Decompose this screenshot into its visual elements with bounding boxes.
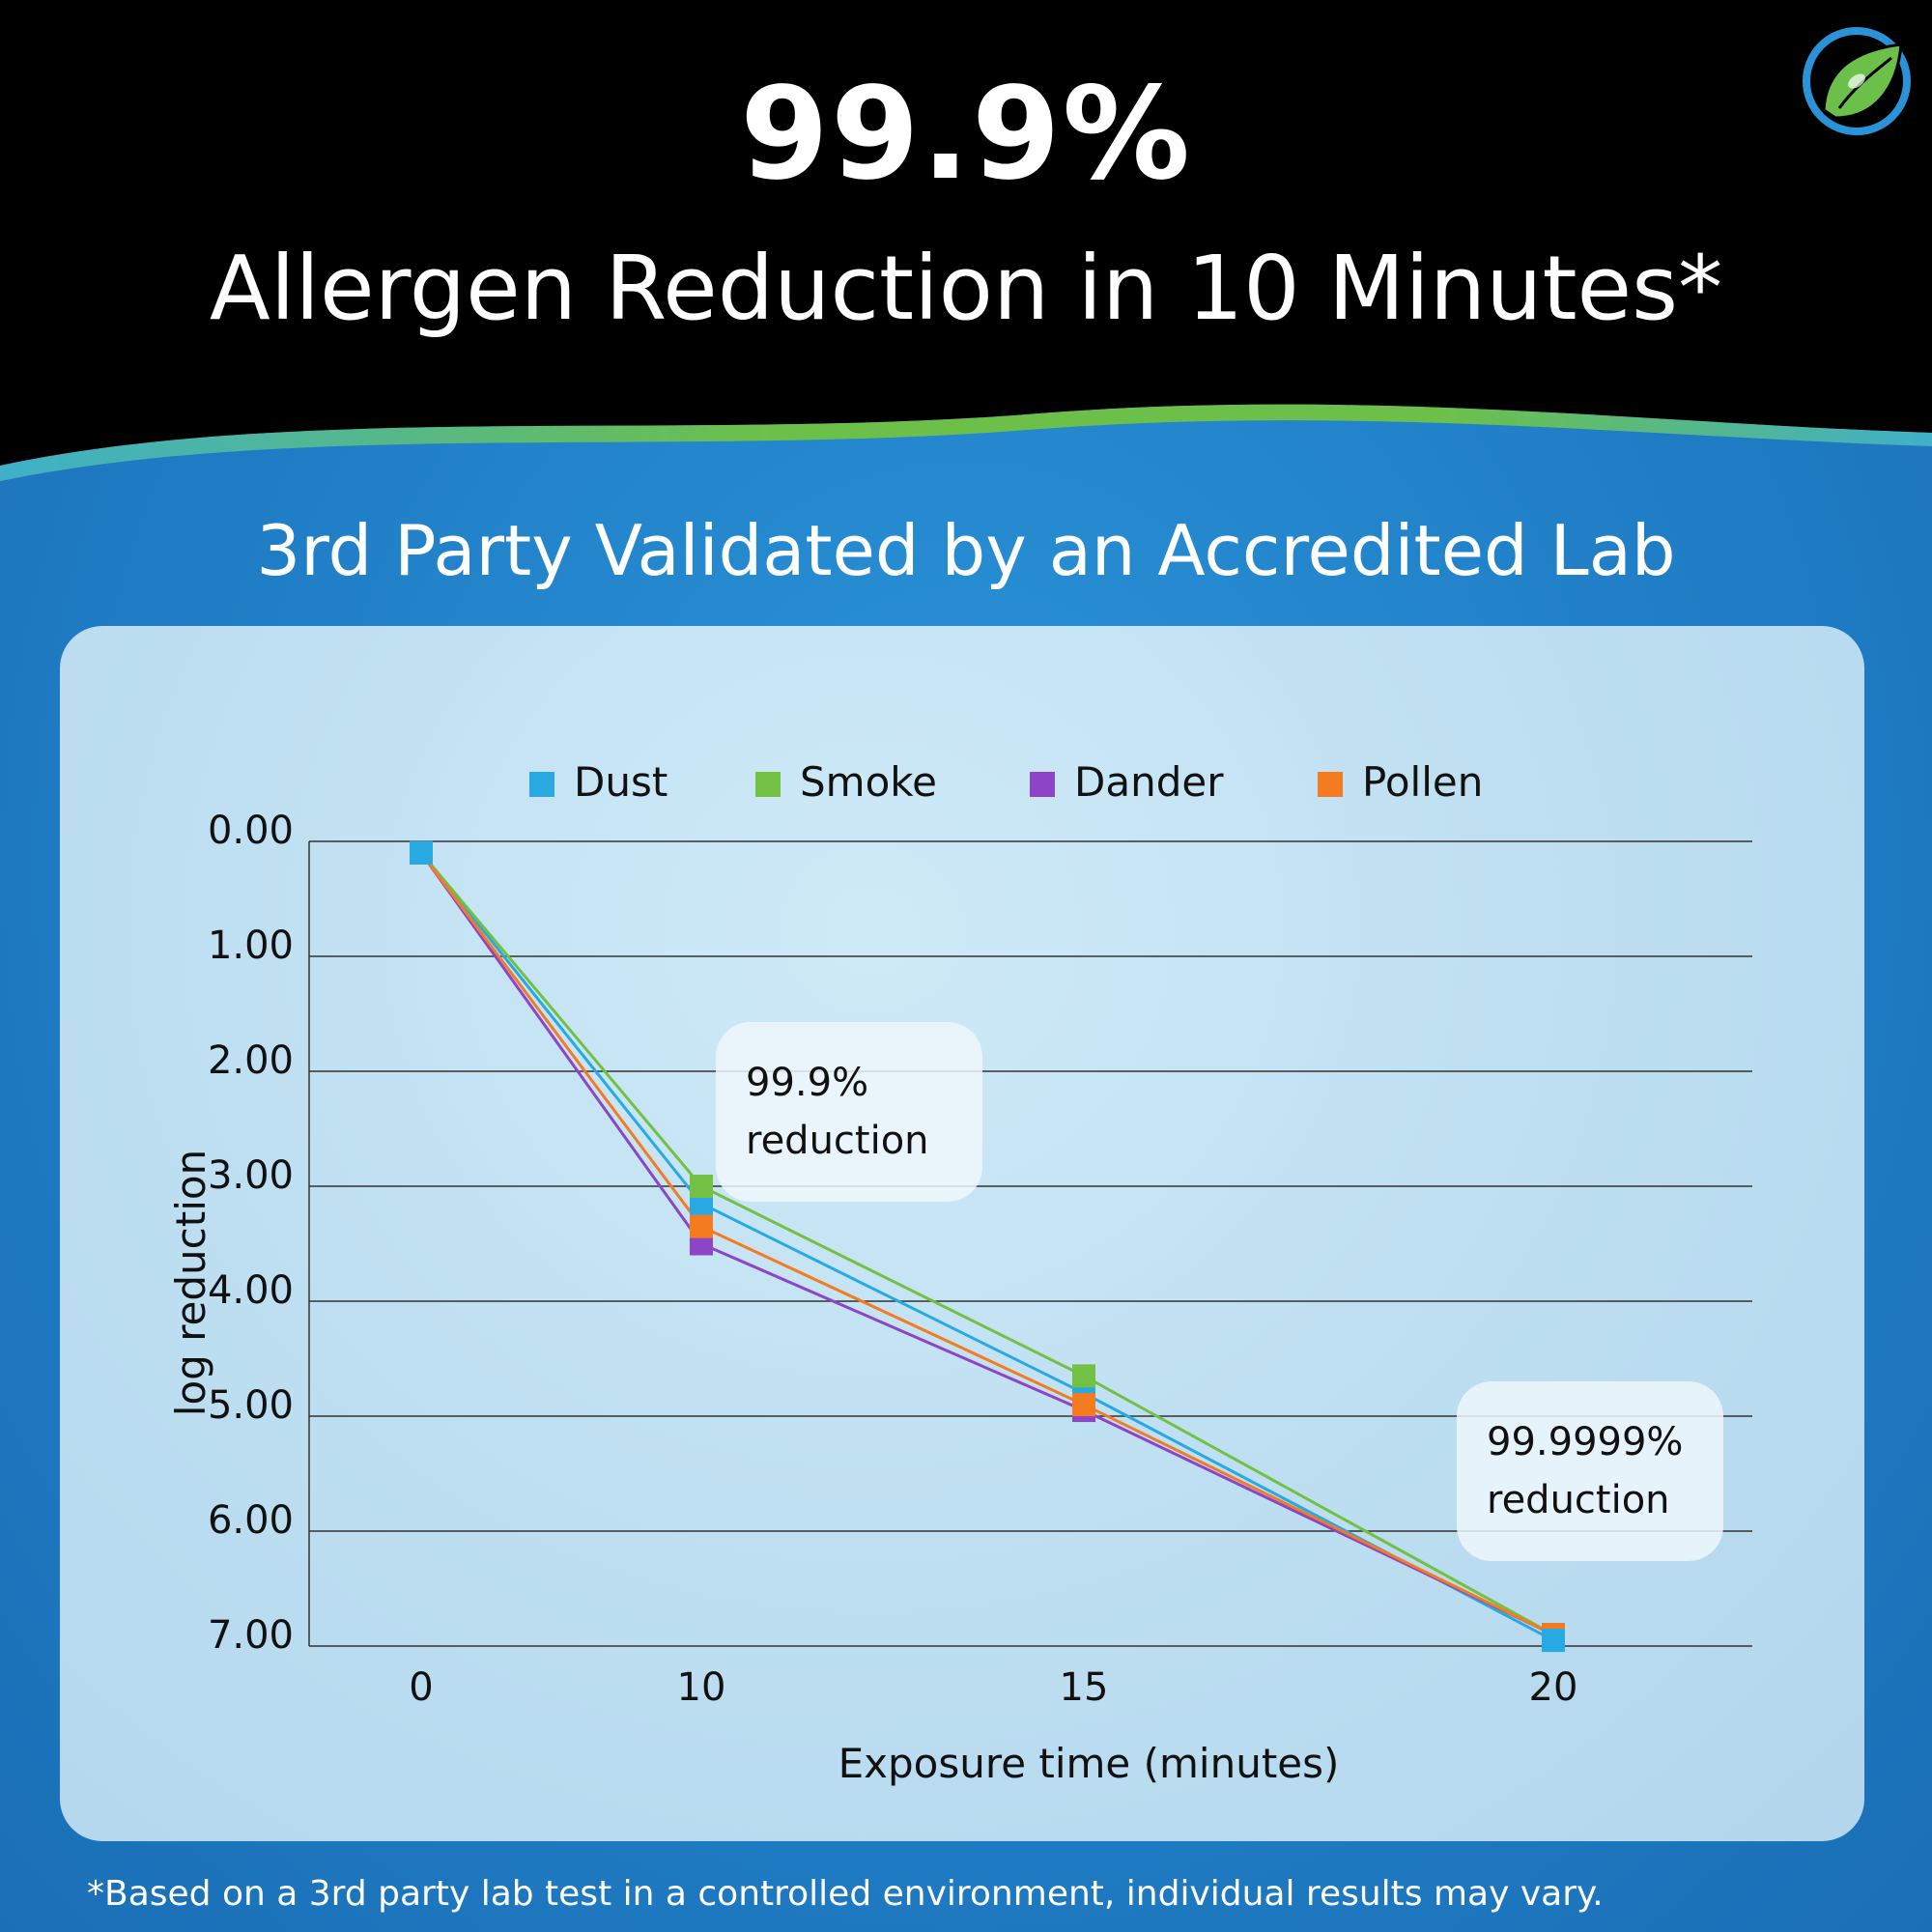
data-point-pollen <box>1072 1393 1095 1417</box>
series-line-pollen <box>419 852 1554 1636</box>
legend-label-smoke: Smoke <box>800 758 937 806</box>
annotation-callout <box>716 1022 982 1202</box>
leaf-circle-logo-icon <box>1803 27 1911 135</box>
series-line-dust <box>419 851 1554 1642</box>
series-line-smoke <box>419 851 1554 1636</box>
annotation-text: 99.9999% <box>1487 1420 1683 1464</box>
y-tick-label: 2.00 <box>208 1038 294 1083</box>
chart-panel: 99.9% reduction 99.9999% reduction 0.00 1.00… <box>60 626 1864 1841</box>
data-point-smoke <box>690 1175 713 1198</box>
legend-label-dust: Dust <box>574 758 668 806</box>
subtitle: 3rd Party Validated by an Accredited Lab <box>256 510 1676 591</box>
y-axis-label: log reduction <box>167 1150 214 1416</box>
annotation-text: 99.9% <box>746 1061 868 1105</box>
series-line-dander <box>419 852 1554 1636</box>
legend-swatch-dander <box>1030 772 1055 797</box>
header-band <box>0 0 1932 481</box>
data-point-dust <box>1542 1629 1565 1653</box>
headline-percent: 99.9% <box>740 60 1192 209</box>
y-tick-label: 7.00 <box>208 1613 294 1658</box>
y-tick-label: 1.00 <box>208 923 294 968</box>
x-axis-label: Exposure time (minutes) <box>838 1740 1340 1787</box>
annotation-text: reduction <box>1487 1478 1670 1522</box>
legend-swatch-smoke <box>755 772 781 797</box>
data-point-dust <box>410 840 433 865</box>
line-chart: 99.9% reduction 99.9999% reduction 0.00 1.00… <box>167 758 1752 1787</box>
x-tick-label: 10 <box>677 1665 726 1710</box>
y-tick-label: 0.00 <box>208 809 294 853</box>
annotation-text: reduction <box>746 1119 929 1163</box>
y-tick-label: 5.00 <box>208 1383 294 1428</box>
headline-title: Allergen Reduction in 10 Minutes* <box>209 237 1723 340</box>
legend-swatch-dust <box>529 772 554 797</box>
legend-swatch-pollen <box>1318 772 1343 797</box>
legend-label-dander: Dander <box>1074 758 1224 806</box>
data-point-smoke <box>1072 1364 1095 1388</box>
y-tick-label: 4.00 <box>208 1268 294 1313</box>
x-tick-label: 15 <box>1060 1665 1109 1710</box>
footnote: *Based on a 3rd party lab test in a cont… <box>87 1874 1604 1914</box>
legend-label-pollen: Pollen <box>1362 758 1483 806</box>
y-tick-label: 6.00 <box>208 1498 294 1543</box>
annotation-callout <box>1457 1381 1723 1561</box>
data-point-pollen <box>690 1214 713 1238</box>
y-tick-label: 3.00 <box>208 1153 294 1198</box>
x-tick-label: 20 <box>1529 1665 1578 1710</box>
x-tick-label: 0 <box>409 1665 433 1710</box>
